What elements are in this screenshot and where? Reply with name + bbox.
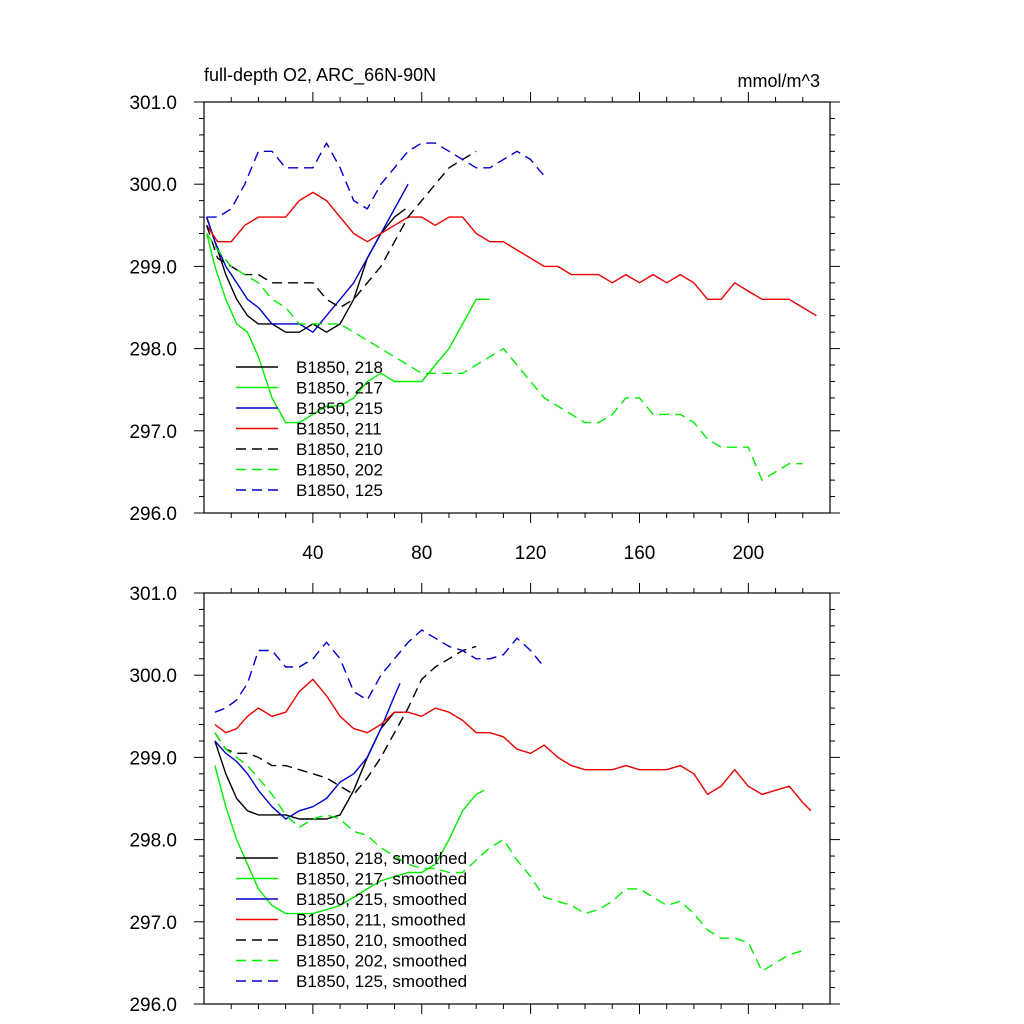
legend-label: B1850, 210, smoothed [296,931,467,950]
bottom-series-line-6 [214,629,545,713]
bottom-panel: 301.0 300.0 299.0 298.0 297.0 296.0 B1850, 21… [129,583,840,1016]
top-series-line-4 [206,150,477,309]
legend-label: B1850, 210 [296,440,383,459]
top-series-line-5 [206,233,803,481]
x-tick-label: 120 [515,543,547,564]
top-y-tick-labels: 301.0 300.0 299.0 298.0 297.0 296.0 [129,93,177,525]
bottom-series-lines [214,629,812,972]
legend-label: B1850, 125, smoothed [296,972,467,991]
legend-label: B1850, 211, smoothed [296,911,466,930]
y-tick-label: 297.0 [129,913,177,934]
bottom-series-line-2 [214,683,401,820]
top-panel: full-depth O2, ARC_66N-90N mmol/m^3 301.… [129,65,840,564]
y-tick-label: 296.0 [129,995,177,1016]
y-tick-label: 301.0 [129,584,177,605]
y-tick-label: 301.0 [129,93,177,114]
top-series-line-0 [206,208,406,333]
x-tick-label: 160 [624,543,656,564]
y-tick-label: 300.0 [129,666,177,687]
legend-label: B1850, 202 [296,461,383,480]
top-ticks [194,92,840,523]
legend-label: B1850, 215, smoothed [296,890,467,909]
y-tick-label: 297.0 [129,422,177,443]
legend-label: B1850, 217 [296,379,383,398]
bottom-y-tick-labels: 301.0 300.0 299.0 298.0 297.0 296.0 [129,584,177,1016]
top-series-line-3 [206,191,817,317]
legend-label: B1850, 215 [296,399,383,418]
x-tick-label: 40 [302,543,323,564]
bottom-ticks [194,583,840,1014]
legend-label: B1850, 211 [296,420,382,439]
legend-label: B1850, 202, smoothed [296,952,467,971]
legend-label: B1850, 125 [296,481,383,500]
legend-label: B1850, 218, smoothed [296,849,467,868]
y-tick-label: 299.0 [129,257,177,278]
top-series-line-1 [206,233,490,424]
bottom-plot-frame [203,592,831,1005]
top-panel-title: full-depth O2, ARC_66N-90N [204,65,436,86]
x-tick-label: 200 [732,543,764,564]
top-plot-frame [203,101,831,514]
bottom-series-line-1 [214,765,485,915]
y-tick-label: 298.0 [129,831,177,852]
y-tick-label: 300.0 [129,175,177,196]
y-tick-label: 298.0 [129,340,177,361]
legend-label: B1850, 217, smoothed [296,870,467,889]
y-tick-label: 296.0 [129,504,177,525]
x-tick-label: 80 [411,543,432,564]
y-tick-label: 299.0 [129,748,177,769]
top-x-tick-labels: 40 80 120 160 200 [302,543,764,564]
bottom-series-line-4 [214,645,477,796]
top-series-lines [206,142,817,481]
top-series-line-2 [206,183,409,333]
top-series-line-6 [206,142,545,218]
bottom-series-line-5 [214,732,804,972]
top-panel-units: mmol/m^3 [738,71,820,91]
legend-label: B1850, 218 [296,358,383,377]
bottom-series-line-3 [214,678,812,812]
bottom-legend: B1850, 218, smoothed B1850, 217, smoothed… [236,849,467,991]
